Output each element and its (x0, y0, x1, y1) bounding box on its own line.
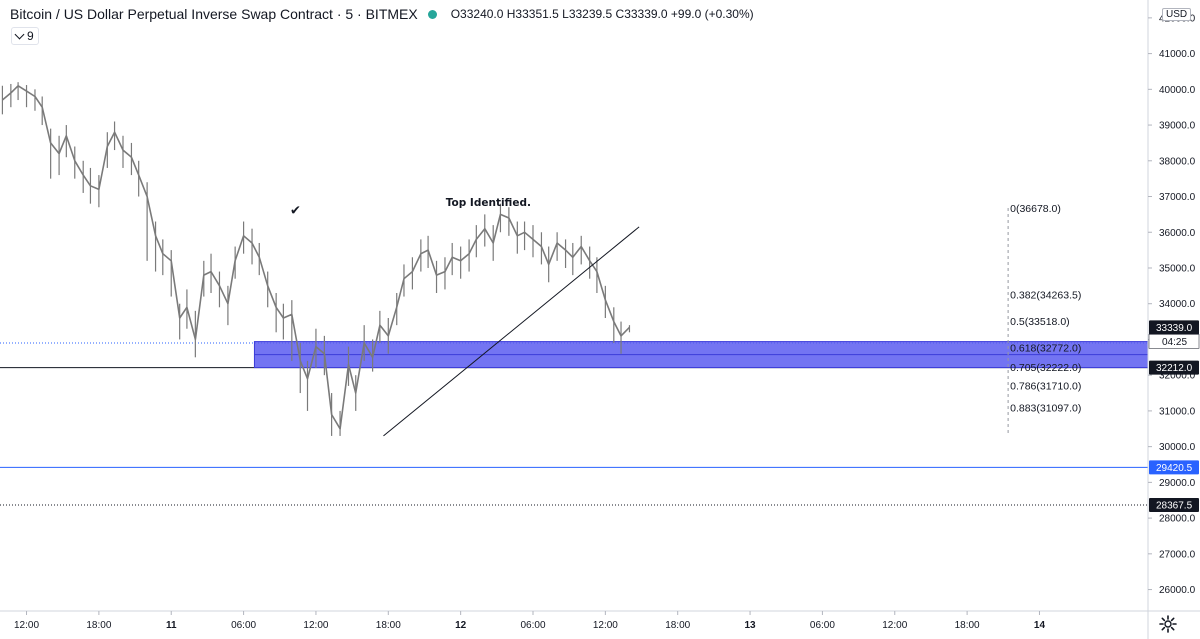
fib-level-label: 0.883(31097.0) (1010, 402, 1081, 414)
line-price-tag-bg (1149, 497, 1199, 512)
line-price-tag: 32212.0 (1156, 363, 1193, 374)
y-tick-label: 26000.0 (1159, 585, 1196, 596)
line-price-tag: 29420.5 (1156, 463, 1193, 474)
y-tick-label: 39000.0 (1159, 121, 1196, 132)
text-annotation[interactable]: Top Identified. (446, 197, 531, 209)
price-line (1, 85, 631, 430)
y-tick-label: 32000.0 (1159, 371, 1196, 382)
y-tick-label: 37000.0 (1159, 192, 1196, 203)
x-tick-label: 12:00 (593, 620, 618, 631)
fib-level-label: 0.382(34263.5) (1010, 289, 1081, 301)
x-tick-label: 18:00 (86, 620, 111, 631)
line-price-tag: 28367.5 (1156, 500, 1193, 511)
chart-header: Bitcoin / US Dollar Perpetual Inverse Sw… (10, 6, 754, 22)
y-tick-label: 27000.0 (1159, 549, 1196, 560)
fib-level-label: 0(36678.0) (1010, 203, 1061, 215)
y-tick-label: 41000.0 (1159, 49, 1196, 60)
x-tick-label: 18:00 (376, 620, 401, 631)
x-tick-label: 06:00 (810, 620, 835, 631)
x-tick-label: 18:00 (955, 620, 980, 631)
x-tick-label: 11 (166, 620, 177, 631)
x-tick-label: 13 (744, 620, 756, 631)
market-status-icon (427, 9, 437, 19)
countdown-bg (1148, 334, 1200, 349)
y-tick-label: 30000.0 (1159, 442, 1196, 453)
ohlc-readout: O33240.0 H33351.5 L33239.5 C33339.0 +99.… (450, 7, 754, 21)
fib-level-label: 0.618(32772.0) (1010, 343, 1081, 355)
fib-level-label: 0.5(33518.0) (1010, 316, 1070, 328)
x-tick-label: 06:00 (520, 620, 545, 631)
fib-level-label: 0.786(31710.0) (1010, 381, 1081, 393)
time-axis: 12:00 18:00 11 06:00 12:00 18:00 12 06:00 12:00 1… (0, 610, 1200, 631)
checkmark-annotation[interactable]: ✔ (290, 203, 301, 218)
x-tick-label: 12 (455, 620, 467, 631)
line-price-tag-bg (1149, 360, 1199, 375)
symbol-title[interactable]: Bitcoin / US Dollar Perpetual Inverse Sw… (10, 6, 418, 22)
chevron-down-icon (14, 29, 25, 40)
price-axis: 26000.0 27000.0 28000.0 29000.0 30000.0 31000… (1147, 0, 1196, 639)
x-tick-label: 18:00 (665, 620, 690, 631)
y-tick-label: 31000.0 (1159, 406, 1196, 417)
y-tick-label: 28000.0 (1159, 514, 1196, 525)
y-tick-label: 36000.0 (1159, 228, 1196, 239)
price-series (1, 82, 631, 436)
x-tick-label: 14 (1034, 620, 1046, 631)
x-tick-label: 12:00 (882, 620, 907, 631)
y-tick-label: 35000.0 (1159, 263, 1196, 274)
x-tick-label: 12:00 (303, 620, 328, 631)
indicator-count: 9 (27, 29, 34, 43)
last-price-tag: 33339.0 (1156, 323, 1193, 334)
y-tick-label: 34000.0 (1159, 299, 1196, 310)
fib-level-label: 0.705(32222.0) (1010, 362, 1081, 374)
line-price-tag-bg (1149, 460, 1199, 475)
x-tick-label: 06:00 (231, 620, 256, 631)
x-tick-label: 12:00 (14, 620, 39, 631)
annotations: Top Identified. ✔ 0(36678.0) 0.382(34263.5)… (290, 197, 1081, 437)
y-tick-label: 38000.0 (1159, 156, 1196, 167)
y-tick-label: 40000.0 (1159, 85, 1196, 96)
last-price-tag-bg (1149, 320, 1199, 335)
currency-button[interactable]: USD (1162, 8, 1192, 21)
gear-icon[interactable] (1158, 614, 1178, 634)
bar-countdown: 04:25 (1162, 337, 1187, 348)
y-tick-label: 29000.0 (1159, 478, 1196, 489)
overlays (0, 341, 1149, 506)
trend-line[interactable] (383, 226, 640, 437)
indicators-toggle[interactable]: 9 (11, 27, 39, 45)
